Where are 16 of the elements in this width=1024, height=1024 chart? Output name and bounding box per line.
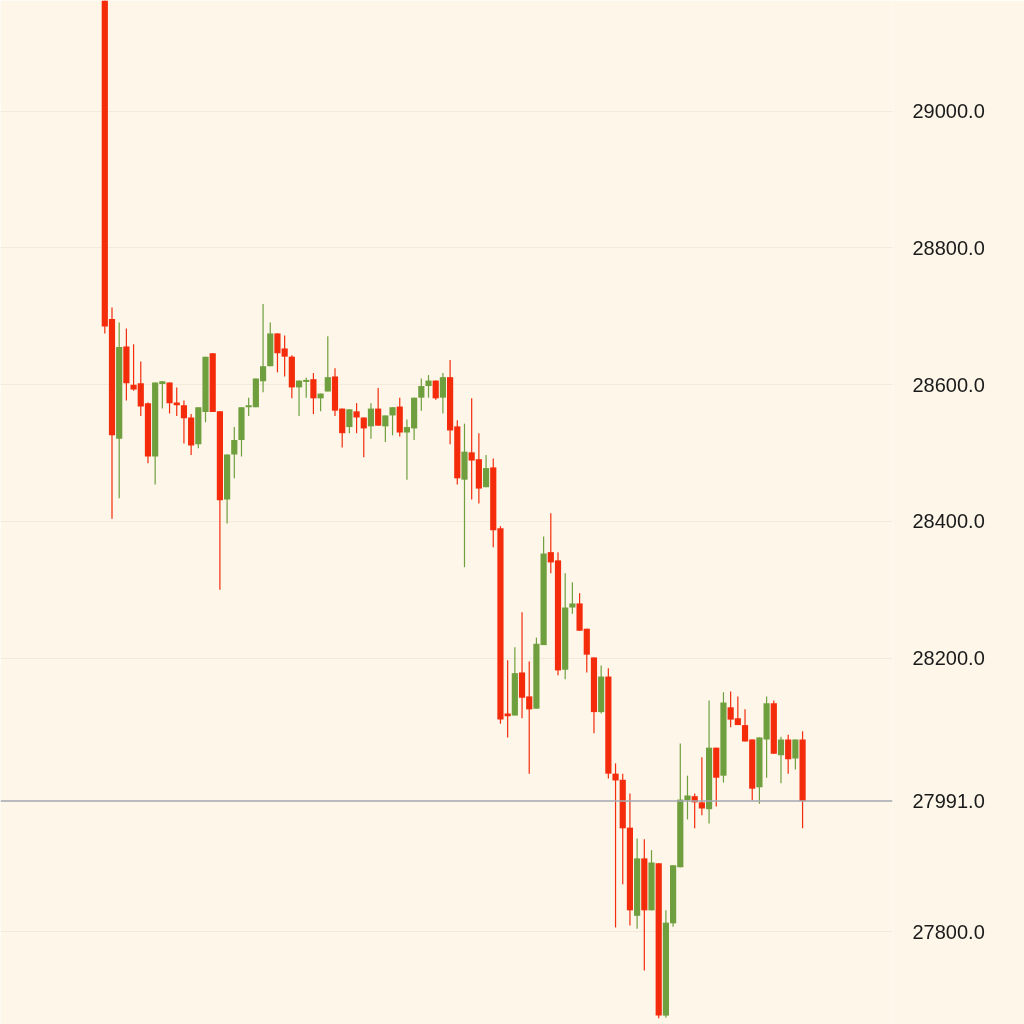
candlestick (799, 730, 806, 829)
candlestick (461, 423, 468, 568)
y-tick-label: 27800.0 (912, 920, 985, 943)
ref-line-label: 27991.0 (912, 789, 985, 812)
candlestick (310, 372, 317, 415)
candlestick (569, 581, 576, 615)
candlestick (648, 849, 655, 911)
y-tick-label: 28800.0 (912, 236, 985, 259)
candlestick (720, 691, 727, 784)
candlestick (238, 406, 245, 458)
candlestick (353, 402, 360, 434)
candlestick (389, 406, 396, 436)
y-tick-label: 28200.0 (912, 647, 985, 670)
y-tick-label: 28400.0 (912, 510, 985, 533)
y-tick-label: 28600.0 (912, 373, 985, 396)
y-tick-label: 29000.0 (912, 100, 985, 123)
